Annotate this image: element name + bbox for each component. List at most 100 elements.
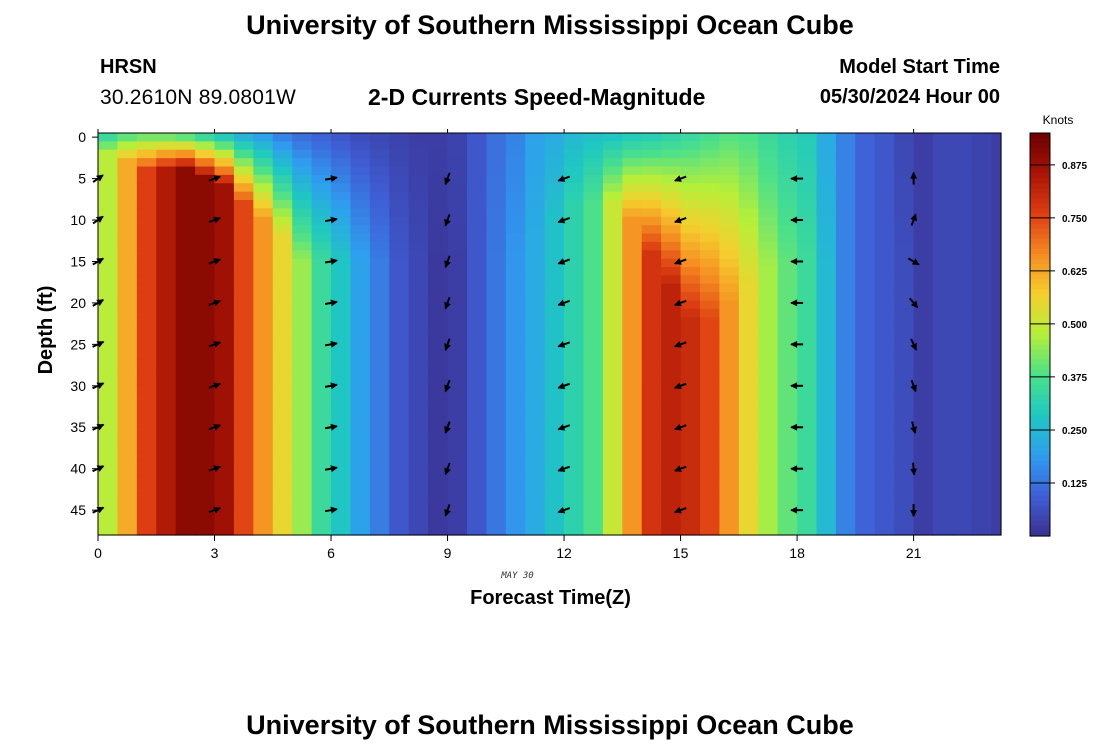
heatmap-cell xyxy=(175,308,196,318)
heatmap-cell xyxy=(466,334,487,343)
heatmap-cell xyxy=(214,133,235,142)
heatmap-cell xyxy=(758,283,779,293)
heatmap-cell xyxy=(98,468,119,477)
heatmap-cell xyxy=(991,317,1002,327)
colorbar-segment xyxy=(1030,445,1050,451)
heatmap-cell xyxy=(117,392,138,402)
heatmap-cell xyxy=(195,434,216,444)
heatmap-cell xyxy=(933,459,954,469)
current-vector xyxy=(208,258,222,265)
heatmap-cell xyxy=(991,493,1002,503)
heatmap-cell xyxy=(98,459,119,469)
heatmap-cell xyxy=(719,367,740,377)
heatmap-cell xyxy=(98,275,119,285)
heatmap-cell xyxy=(505,401,526,410)
heatmap-cell xyxy=(195,149,216,159)
heatmap-cell xyxy=(719,174,740,184)
heatmap-cell xyxy=(933,233,954,243)
heatmap-cell xyxy=(719,208,740,218)
heatmap-cell xyxy=(661,300,682,310)
heatmap-cell xyxy=(835,417,856,427)
heatmap-cell xyxy=(350,158,371,168)
heatmap-cell xyxy=(350,317,371,327)
heatmap-cell xyxy=(156,493,177,503)
heatmap-cell xyxy=(253,158,274,168)
heatmap-cell xyxy=(738,509,759,519)
heatmap-cell xyxy=(195,325,216,335)
heatmap-cell xyxy=(98,501,119,511)
heatmap-cell xyxy=(369,417,390,427)
heatmap-cell xyxy=(894,501,915,511)
heatmap-cell xyxy=(156,476,177,486)
heatmap-cell xyxy=(680,300,701,310)
heatmap-cell xyxy=(311,434,332,444)
heatmap-cell xyxy=(175,417,196,427)
heatmap-cell xyxy=(389,183,410,193)
heatmap-cell xyxy=(292,526,313,536)
heatmap-cell xyxy=(136,191,157,201)
heatmap-cell xyxy=(622,300,643,310)
heatmap-cell xyxy=(408,442,429,452)
heatmap-cell xyxy=(700,409,721,419)
heatmap-cell xyxy=(991,459,1002,469)
colorbar-segment xyxy=(1030,208,1050,215)
heatmap-cell xyxy=(486,417,507,427)
heatmap-cell xyxy=(700,342,721,352)
heatmap-cell xyxy=(641,375,662,385)
heatmap-cell xyxy=(564,334,585,343)
heatmap-cell xyxy=(564,484,585,494)
heatmap-cell xyxy=(156,191,177,201)
heatmap-cell xyxy=(486,434,507,444)
heatmap-cell xyxy=(369,325,390,335)
colorbar-segment xyxy=(1030,243,1050,250)
heatmap-cell xyxy=(233,392,254,402)
heatmap-cell xyxy=(933,241,954,251)
heatmap-cell xyxy=(447,451,468,461)
heatmap-cell xyxy=(641,526,662,536)
heatmap-cell xyxy=(505,250,526,260)
heatmap-cell xyxy=(350,367,371,377)
heatmap-cell xyxy=(272,501,293,511)
heatmap-cell xyxy=(311,468,332,477)
heatmap-cell xyxy=(583,434,604,444)
heatmap-cell xyxy=(486,484,507,494)
heatmap-cell xyxy=(700,149,721,159)
heatmap-cell xyxy=(738,292,759,302)
heatmap-cell xyxy=(486,133,507,142)
heatmap-cell xyxy=(583,191,604,201)
heatmap-cell xyxy=(777,166,798,176)
heatmap-cell xyxy=(816,484,837,494)
heatmap-cell xyxy=(272,258,293,268)
heatmap-cell xyxy=(350,501,371,511)
heatmap-cell xyxy=(719,200,740,209)
heatmap-cell xyxy=(98,384,119,394)
heatmap-cell xyxy=(991,451,1002,461)
heatmap-cell xyxy=(175,509,196,519)
heatmap-cell xyxy=(680,417,701,427)
heatmap-cell xyxy=(272,216,293,226)
current-vector xyxy=(444,338,451,351)
y-tick-label: 10 xyxy=(70,212,86,228)
heatmap-cell xyxy=(894,267,915,276)
heatmap-cell xyxy=(564,308,585,318)
heatmap-cell xyxy=(661,308,682,318)
heatmap-cell xyxy=(952,468,973,477)
heatmap-cell xyxy=(622,191,643,201)
heatmap-cell xyxy=(292,317,313,327)
heatmap-cell xyxy=(311,359,332,369)
heatmap-cell xyxy=(466,283,487,293)
heatmap-cell xyxy=(738,141,759,151)
heatmap-cell xyxy=(408,191,429,201)
heatmap-cell xyxy=(913,308,934,318)
heatmap-cell xyxy=(389,166,410,176)
heatmap-cell xyxy=(719,476,740,486)
heatmap-cell xyxy=(564,267,585,276)
heatmap-cell xyxy=(991,225,1002,235)
heatmap-cell xyxy=(544,183,565,193)
heatmap-cell xyxy=(874,225,895,235)
heatmap-cell xyxy=(408,308,429,318)
heatmap-cell xyxy=(175,241,196,251)
heatmap-cell xyxy=(292,442,313,452)
current-vector xyxy=(674,341,687,348)
